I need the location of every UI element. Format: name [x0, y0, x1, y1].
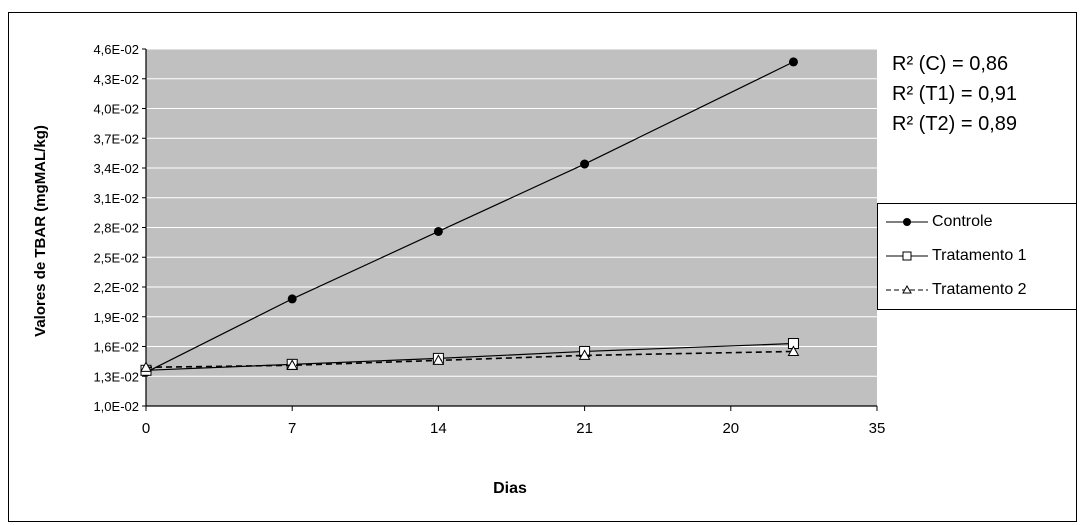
legend-label-tratamento-2: Tratamento 2: [932, 281, 1027, 298]
x-axis-ticks: 0 7 14 21 20 35: [142, 406, 886, 437]
legend-marker-controle: [886, 218, 928, 226]
y-tick-label: 4,3E-02: [93, 72, 139, 87]
r2-controle: R² (C) = 0,86: [892, 53, 1009, 75]
data-point-controle: [788, 57, 798, 67]
legend-item-controle: Controle: [878, 212, 1078, 232]
x-tick-label: 21: [576, 420, 593, 437]
legend-label-tratamento-1: Tratamento 1: [932, 247, 1027, 264]
y-tick-label: 4,6E-02: [93, 42, 139, 57]
y-tick-label: 1,3E-02: [93, 369, 139, 384]
y-tick-label: 2,8E-02: [93, 221, 139, 236]
data-point-tratamento-2: [286, 359, 299, 370]
legend-marker-tratamento-2: [886, 284, 928, 294]
legend-item-tratamento-1: Tratamento 1: [878, 246, 1078, 266]
r2-tratamento-2: R² (T2) = 0,89: [892, 113, 1018, 135]
y-axis-label: Valores de TBAR (mgMAL/kg): [32, 125, 49, 337]
y-tick-label: 4,0E-02: [93, 102, 139, 117]
x-tick-label: 20: [722, 420, 739, 437]
r2-tratamento-1: R² (T1) = 0,91: [892, 83, 1018, 105]
y-tick-label: 2,5E-02: [93, 250, 139, 265]
data-point-controle: [580, 159, 590, 169]
x-tick-label: 7: [288, 420, 296, 437]
data-point-controle: [287, 294, 297, 304]
y-tick-label: 3,4E-02: [93, 161, 139, 176]
legend-label-controle: Controle: [932, 213, 993, 230]
y-tick-label: 1,9E-02: [93, 310, 139, 325]
y-tick-label: 1,0E-02: [93, 399, 139, 414]
x-tick-label: 14: [430, 420, 447, 437]
x-tick-label: 0: [142, 420, 150, 437]
data-point-controle: [433, 226, 443, 236]
series-group: [140, 57, 800, 377]
y-tick-label: 1,6E-02: [93, 340, 139, 355]
data-point-tratamento-2: [432, 354, 445, 365]
y-tick-label: 3,7E-02: [93, 131, 139, 146]
y-axis-ticks: 1,0E-02 1,3E-02 1,6E-02 1,9E-02 2,2E-02 2,5E-…: [93, 42, 146, 414]
legend-marker-tratamento-1: [886, 251, 928, 261]
data-point-tratamento-2: [787, 345, 800, 356]
x-tick-label: 35: [869, 420, 886, 437]
y-tick-label: 2,2E-02: [93, 280, 139, 295]
data-point-tratamento-2: [140, 361, 152, 372]
legend: Controle Tratamento 1 Tratamento 2: [877, 203, 1077, 310]
x-axis-label: Dias: [493, 480, 527, 497]
legend-item-tratamento-2: Tratamento 2: [878, 280, 1078, 300]
data-point-tratamento-2: [578, 349, 591, 360]
y-tick-label: 3,1E-02: [93, 191, 139, 206]
